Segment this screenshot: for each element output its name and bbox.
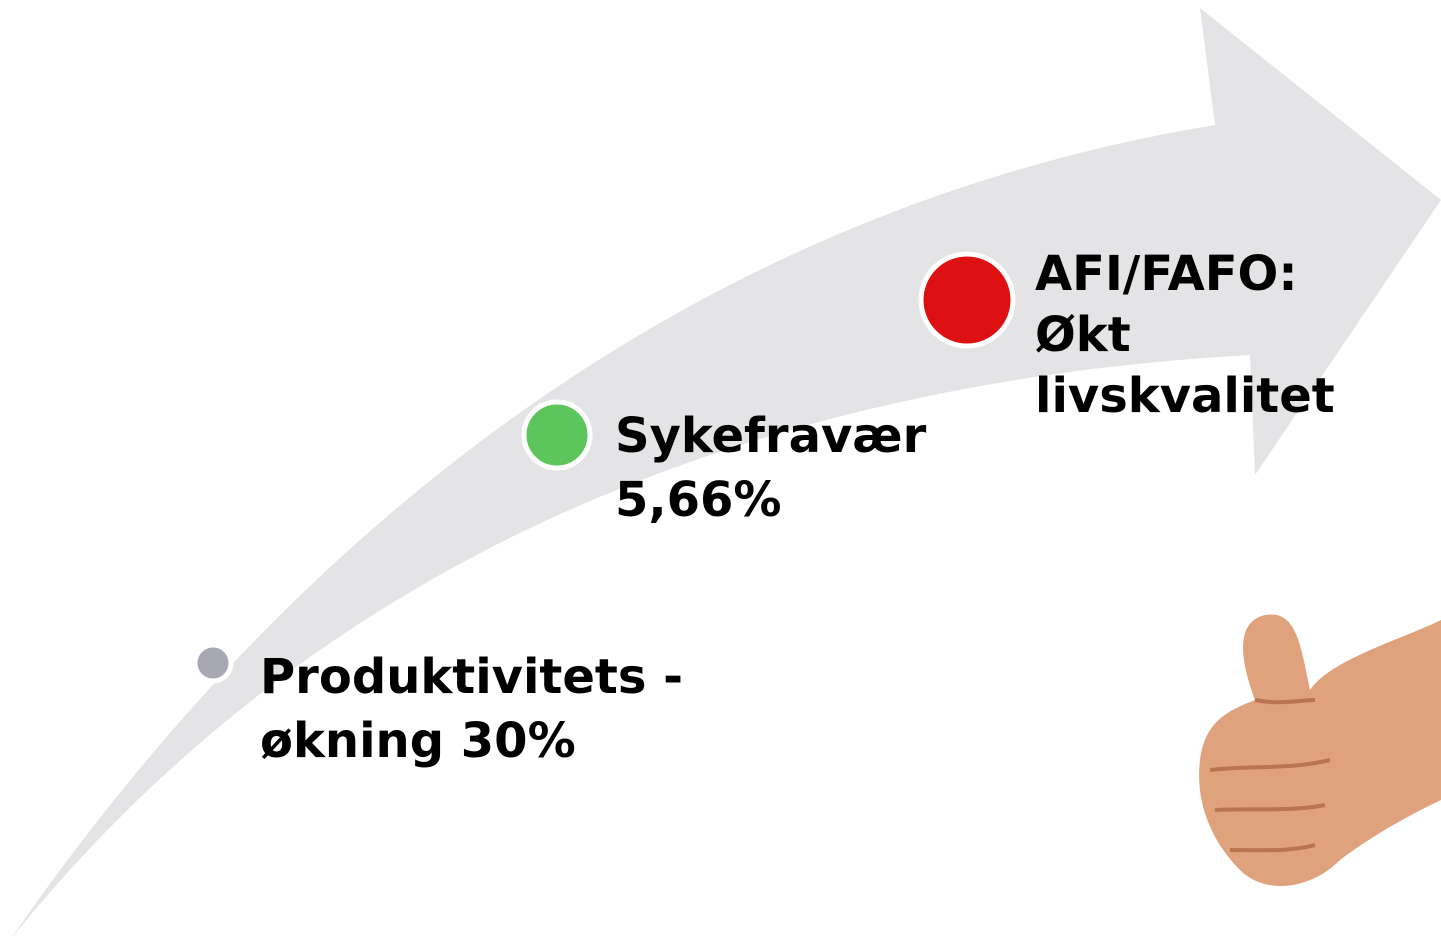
marker-green (524, 402, 590, 468)
milestone-text: økning 30% (260, 713, 576, 769)
milestone-text: Økt (1035, 307, 1131, 363)
slide: Produktivitets - økning 30% Sykefravær 5… (0, 0, 1441, 943)
milestone-text: AFI/FAFO: (1035, 246, 1298, 302)
milestone-text: Sykefravær (615, 408, 927, 464)
milestone-text: Produktivitets - (260, 649, 683, 705)
milestone-text: livskvalitet (1035, 368, 1335, 424)
marker-grey (195, 645, 231, 681)
marker-red (921, 254, 1013, 346)
milestone-text: 5,66% (615, 472, 782, 528)
thumbs-up (1199, 614, 1441, 886)
